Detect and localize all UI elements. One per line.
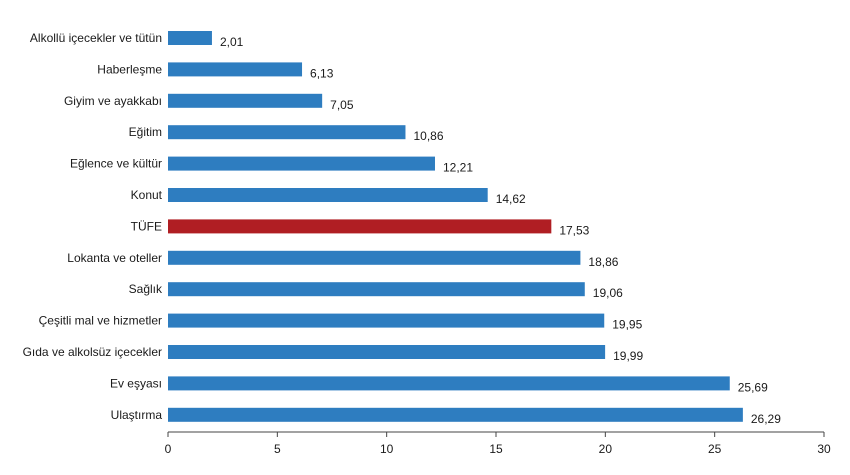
- value-label: 26,29: [751, 412, 781, 426]
- category-label: Haberleşme: [97, 62, 162, 76]
- category-label: Gıda ve alkolsüz içecekler: [23, 345, 162, 359]
- value-label: 14,62: [496, 192, 526, 206]
- value-label: 18,86: [588, 255, 618, 269]
- category-label: TÜFE: [131, 219, 162, 233]
- labels-group: Alkollü içecekler ve tütün 2,01 Haberleşme…: [23, 31, 782, 426]
- bar: [168, 250, 581, 265]
- axis-group: 0 5 10 15 20 25 30: [165, 431, 831, 456]
- bar: [168, 62, 303, 77]
- value-label: 19,95: [612, 318, 642, 332]
- category-label: Giyim ve ayakkabı: [64, 94, 162, 108]
- x-tick-label: 20: [599, 442, 613, 456]
- bar: [168, 282, 585, 297]
- bar: [168, 125, 406, 140]
- bar: [168, 31, 212, 45]
- x-tick-label: 30: [817, 442, 831, 456]
- category-label: Alkollü içecekler ve tütün: [30, 31, 162, 45]
- x-tick-label: 5: [274, 442, 281, 456]
- value-label: 19,06: [593, 286, 623, 300]
- value-label: 6,13: [310, 66, 334, 80]
- bar: [168, 93, 323, 108]
- value-label: 19,99: [613, 349, 643, 363]
- value-label: 12,21: [443, 161, 473, 175]
- value-label: 2,01: [220, 35, 244, 49]
- x-tick-label: 15: [489, 442, 503, 456]
- category-label: Ulaştırma: [111, 408, 163, 422]
- x-tick-label: 0: [165, 442, 172, 456]
- bar-highlight: [168, 219, 552, 234]
- category-label: Ev eşyası: [110, 376, 162, 390]
- value-label: 7,05: [330, 98, 354, 112]
- x-tick-label: 10: [380, 442, 394, 456]
- category-label: Konut: [131, 188, 163, 202]
- category-label: Çeşitli mal ve hizmetler: [39, 314, 162, 328]
- bar: [168, 376, 730, 391]
- bars-group: [168, 31, 743, 422]
- value-label: 25,69: [738, 380, 768, 394]
- category-label: Lokanta ve oteller: [67, 251, 162, 265]
- bar: [168, 156, 435, 171]
- category-label: Sağlık: [129, 282, 163, 296]
- category-label: Eğitim: [129, 125, 162, 139]
- bar: [168, 188, 488, 202]
- bar: [168, 345, 606, 359]
- x-tick-label: 25: [708, 442, 722, 456]
- category-label: Eğlence ve kültür: [70, 157, 162, 171]
- value-label: 10,86: [413, 129, 443, 143]
- bar: [168, 407, 743, 422]
- value-label: 17,53: [559, 223, 589, 237]
- bar: [168, 313, 605, 328]
